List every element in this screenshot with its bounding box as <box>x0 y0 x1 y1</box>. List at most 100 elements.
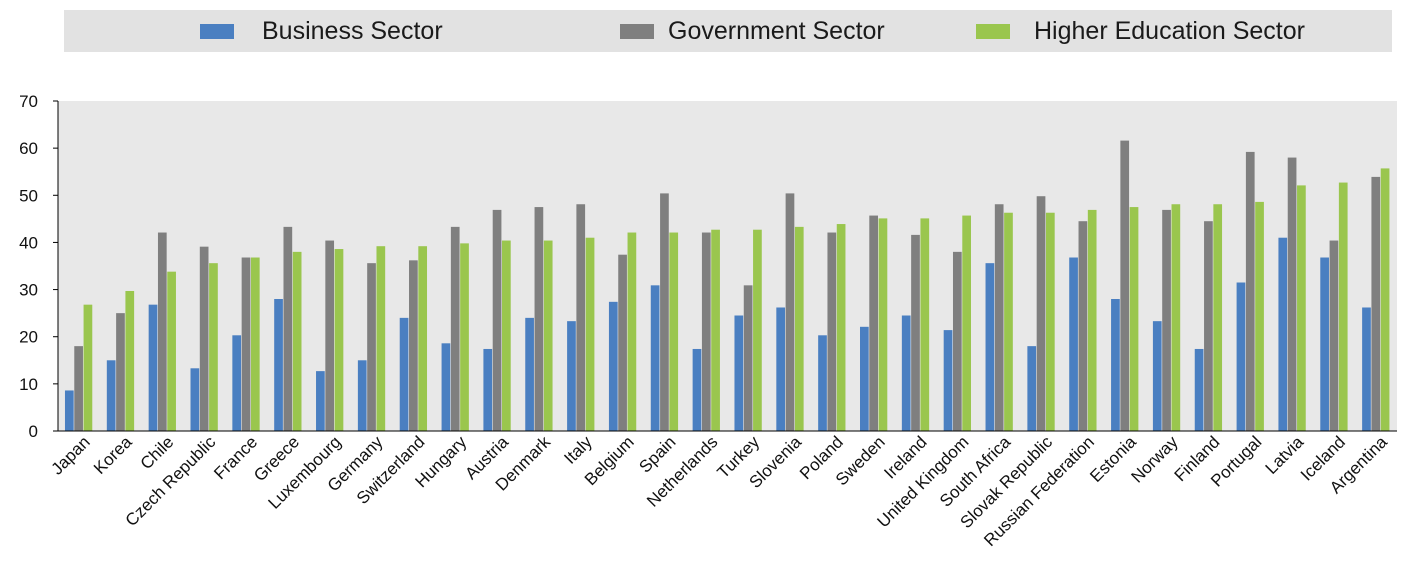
bar <box>534 207 544 431</box>
y-tick-label: 10 <box>19 375 38 394</box>
y-tick-label: 20 <box>19 328 38 347</box>
bar <box>994 204 1004 431</box>
bar <box>525 317 534 431</box>
bar <box>669 232 679 431</box>
bar <box>1297 185 1306 431</box>
bar <box>901 315 911 431</box>
legend-item-higher-education: Higher Education Sector <box>976 10 1305 52</box>
bar <box>167 271 176 431</box>
bar <box>743 285 753 431</box>
legend-swatch-business <box>200 23 234 39</box>
bar <box>116 313 125 431</box>
bar <box>1255 201 1264 431</box>
bar <box>1245 151 1255 431</box>
bar <box>483 348 493 431</box>
x-tick-label: Norway <box>1128 432 1183 487</box>
legend-item-business: Business Sector <box>200 10 443 52</box>
bar <box>962 215 971 431</box>
bar <box>450 226 460 431</box>
bar <box>209 263 218 431</box>
legend-label-business: Business Sector <box>262 16 443 45</box>
bar <box>409 260 418 431</box>
bar <box>125 290 135 431</box>
bar <box>376 246 386 431</box>
y-tick-label: 70 <box>19 92 38 111</box>
bar <box>274 299 283 431</box>
bar <box>576 204 586 431</box>
bar <box>367 263 376 431</box>
bar <box>701 232 711 431</box>
y-tick-label: 40 <box>19 233 38 252</box>
bar <box>753 229 762 431</box>
bar <box>627 232 637 431</box>
y-tick-label: 60 <box>19 139 38 158</box>
bar <box>250 257 260 431</box>
legend-label-higher-education: Higher Education Sector <box>1034 16 1305 45</box>
x-tick-label: Japan <box>48 432 94 478</box>
legend-label-government: Government Sector <box>668 16 885 45</box>
bar <box>1371 176 1381 431</box>
bar <box>1152 321 1162 431</box>
bar <box>543 240 553 431</box>
bar <box>1036 196 1046 431</box>
bar <box>325 240 335 431</box>
bar <box>1069 257 1078 431</box>
bar <box>920 218 930 431</box>
bar <box>1129 207 1139 431</box>
legend-swatch-higher-education <box>976 23 1010 39</box>
bar <box>316 371 325 431</box>
bar <box>567 321 576 431</box>
bar <box>1171 204 1181 431</box>
legend-swatch-government <box>620 23 654 39</box>
bar <box>460 243 469 431</box>
bar <box>64 390 74 431</box>
bar <box>818 335 827 431</box>
bar <box>1120 140 1130 431</box>
x-tick-label: Italy <box>560 432 596 468</box>
bar <box>1194 348 1204 431</box>
legend: Business Sector Government Sector Higher… <box>64 10 1392 52</box>
bar <box>776 307 786 431</box>
bar <box>441 343 451 431</box>
bar <box>836 224 846 431</box>
bar <box>618 254 627 431</box>
bar <box>1078 221 1088 431</box>
bar <box>1213 204 1223 431</box>
bar <box>357 360 367 431</box>
legend-item-government: Government Sector <box>620 10 885 52</box>
bar <box>232 335 242 431</box>
bar <box>1111 299 1120 431</box>
bar <box>1045 212 1055 431</box>
bar <box>585 237 595 431</box>
bar <box>711 229 720 431</box>
y-tick-label: 50 <box>19 186 38 205</box>
bar <box>692 348 702 431</box>
bar <box>1362 307 1371 431</box>
bar <box>985 263 995 431</box>
bar <box>869 215 878 431</box>
bar <box>608 301 618 431</box>
bar <box>1338 182 1348 431</box>
bar <box>292 251 302 431</box>
bar <box>334 249 344 431</box>
bar <box>148 304 158 431</box>
bar <box>241 257 251 431</box>
bar <box>74 346 83 431</box>
bar <box>157 232 167 431</box>
bar <box>952 251 962 431</box>
y-tick-label: 30 <box>19 281 38 300</box>
bar <box>911 234 920 431</box>
x-tick-label: Korea <box>90 432 136 478</box>
bar <box>1329 240 1339 431</box>
bar <box>199 246 209 431</box>
bar <box>827 232 837 431</box>
bar <box>734 315 744 431</box>
bar <box>106 360 116 431</box>
bar <box>1278 237 1288 431</box>
bar <box>1004 212 1013 431</box>
bar <box>283 226 293 431</box>
bar <box>502 240 511 431</box>
bar <box>1287 157 1297 431</box>
bar <box>943 330 953 431</box>
